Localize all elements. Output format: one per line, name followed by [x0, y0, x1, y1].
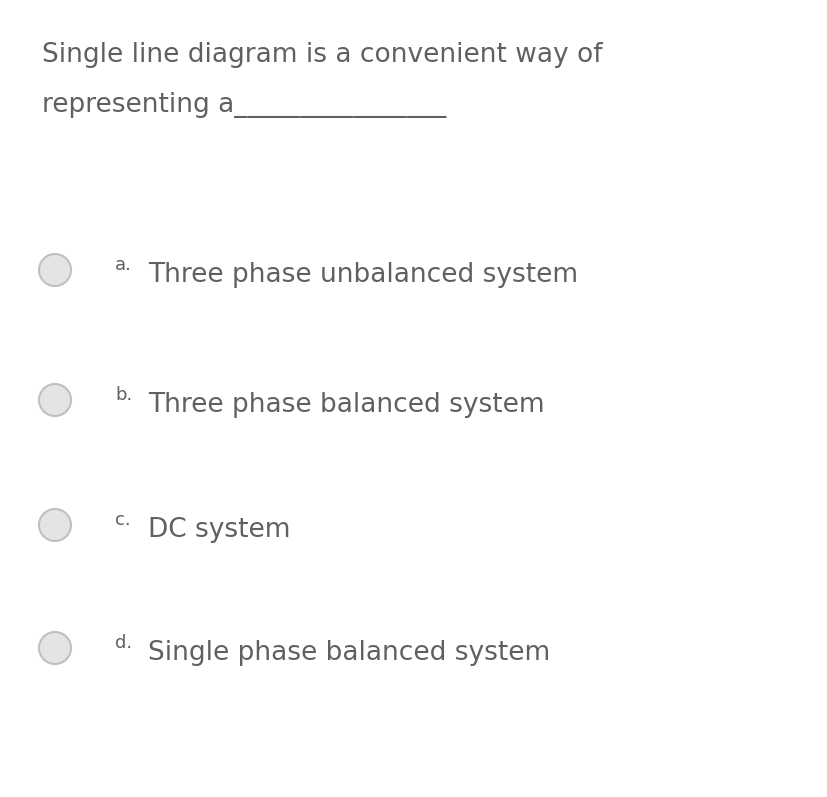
Circle shape: [39, 632, 71, 664]
Circle shape: [39, 384, 71, 416]
Text: Three phase unbalanced system: Three phase unbalanced system: [148, 262, 577, 288]
Circle shape: [39, 254, 71, 286]
Text: d.: d.: [115, 634, 132, 652]
Text: Single phase balanced system: Single phase balanced system: [148, 640, 550, 666]
Text: c.: c.: [115, 511, 131, 529]
Text: representing a________________: representing a________________: [42, 92, 446, 118]
Text: a.: a.: [115, 256, 131, 274]
Text: DC system: DC system: [148, 517, 290, 543]
Text: b.: b.: [115, 386, 132, 404]
Text: Single line diagram is a convenient way of: Single line diagram is a convenient way …: [42, 42, 602, 68]
Circle shape: [39, 509, 71, 541]
Text: Three phase balanced system: Three phase balanced system: [148, 392, 544, 418]
